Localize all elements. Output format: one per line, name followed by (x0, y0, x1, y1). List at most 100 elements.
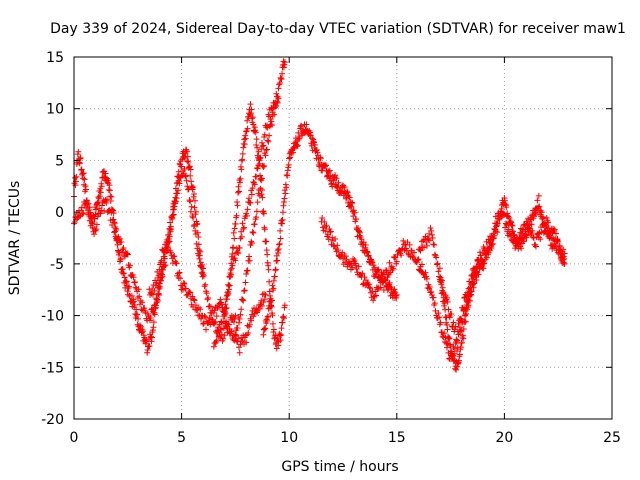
data-point (380, 269, 387, 276)
data-point (365, 252, 372, 259)
data-point (265, 138, 272, 145)
data-point (167, 223, 174, 230)
data-point (278, 325, 285, 332)
data-point (254, 199, 261, 206)
data-point (98, 202, 105, 209)
data-point (278, 331, 285, 338)
data-point (332, 172, 339, 179)
data-point (187, 198, 194, 205)
data-point (220, 309, 227, 316)
data-point (459, 305, 466, 312)
data-point (148, 290, 155, 297)
chart-title: Day 339 of 2024, Sidereal Day-to-day VTE… (50, 21, 626, 37)
data-point (256, 187, 263, 194)
data-point (181, 155, 188, 162)
data-point (135, 286, 142, 293)
data-point (190, 214, 197, 221)
data-point (113, 227, 120, 234)
data-point (131, 302, 138, 309)
data-point (204, 296, 211, 303)
data-point (331, 243, 338, 250)
data-point (359, 270, 366, 277)
data-point (239, 296, 246, 303)
data-point (141, 305, 148, 312)
data-point (267, 121, 274, 128)
data-point (273, 345, 280, 352)
data-point (271, 273, 278, 280)
data-point (400, 241, 407, 248)
data-point (214, 330, 221, 337)
data-point (467, 284, 474, 291)
data-point (434, 260, 441, 267)
data-point (200, 272, 207, 279)
data-point (532, 210, 539, 217)
data-point (152, 302, 159, 309)
data-point (243, 339, 250, 346)
data-point (82, 186, 89, 193)
data-point (537, 207, 544, 214)
data-point (438, 281, 445, 288)
data-point (267, 116, 274, 123)
data-point (279, 216, 286, 223)
data-point (474, 269, 481, 276)
data-point (528, 221, 535, 228)
data-point (199, 269, 206, 276)
data-point (239, 337, 246, 344)
x-tick-label: 0 (70, 430, 79, 446)
data-point (152, 282, 159, 289)
data-point (147, 315, 154, 322)
data-point (455, 331, 462, 338)
data-point (238, 233, 245, 240)
data-point (184, 183, 191, 190)
data-point (293, 143, 300, 150)
data-point (529, 227, 536, 234)
data-point (228, 265, 235, 272)
data-point (223, 318, 230, 325)
data-point (185, 158, 192, 165)
data-point (200, 265, 207, 272)
data-point (434, 315, 441, 322)
data-point (274, 99, 281, 106)
data-point (71, 174, 78, 181)
data-point (370, 262, 377, 269)
data-point (530, 234, 537, 241)
data-point (268, 297, 275, 304)
data-point (442, 306, 449, 313)
data-point (433, 261, 440, 268)
data-point (505, 213, 512, 220)
data-point (417, 247, 424, 254)
data-point (183, 148, 190, 155)
data-point (103, 196, 110, 203)
data-point (281, 59, 288, 66)
data-point (109, 222, 116, 229)
data-point (91, 215, 98, 222)
data-point (201, 313, 208, 320)
data-point (362, 277, 369, 284)
data-point (126, 262, 133, 269)
data-point (334, 247, 341, 254)
data-point (207, 321, 214, 328)
data-point (535, 230, 542, 237)
data-point (325, 236, 332, 243)
data-point (186, 197, 193, 204)
data-point (192, 227, 199, 234)
data-point (280, 315, 287, 322)
data-point (386, 259, 393, 266)
data-point (80, 170, 87, 177)
data-point (265, 314, 272, 321)
data-point (197, 262, 204, 269)
data-point (155, 272, 162, 279)
data-point (236, 349, 243, 356)
data-point (276, 81, 283, 88)
data-point (443, 314, 450, 321)
data-point (223, 292, 230, 299)
data-point (443, 340, 450, 347)
data-point (231, 315, 238, 322)
data-point (244, 125, 251, 132)
data-point (235, 344, 242, 351)
x-tick-label: 5 (177, 430, 186, 446)
data-point (87, 212, 94, 219)
data-point (332, 236, 339, 243)
data-point (352, 262, 359, 269)
data-point (150, 309, 157, 316)
